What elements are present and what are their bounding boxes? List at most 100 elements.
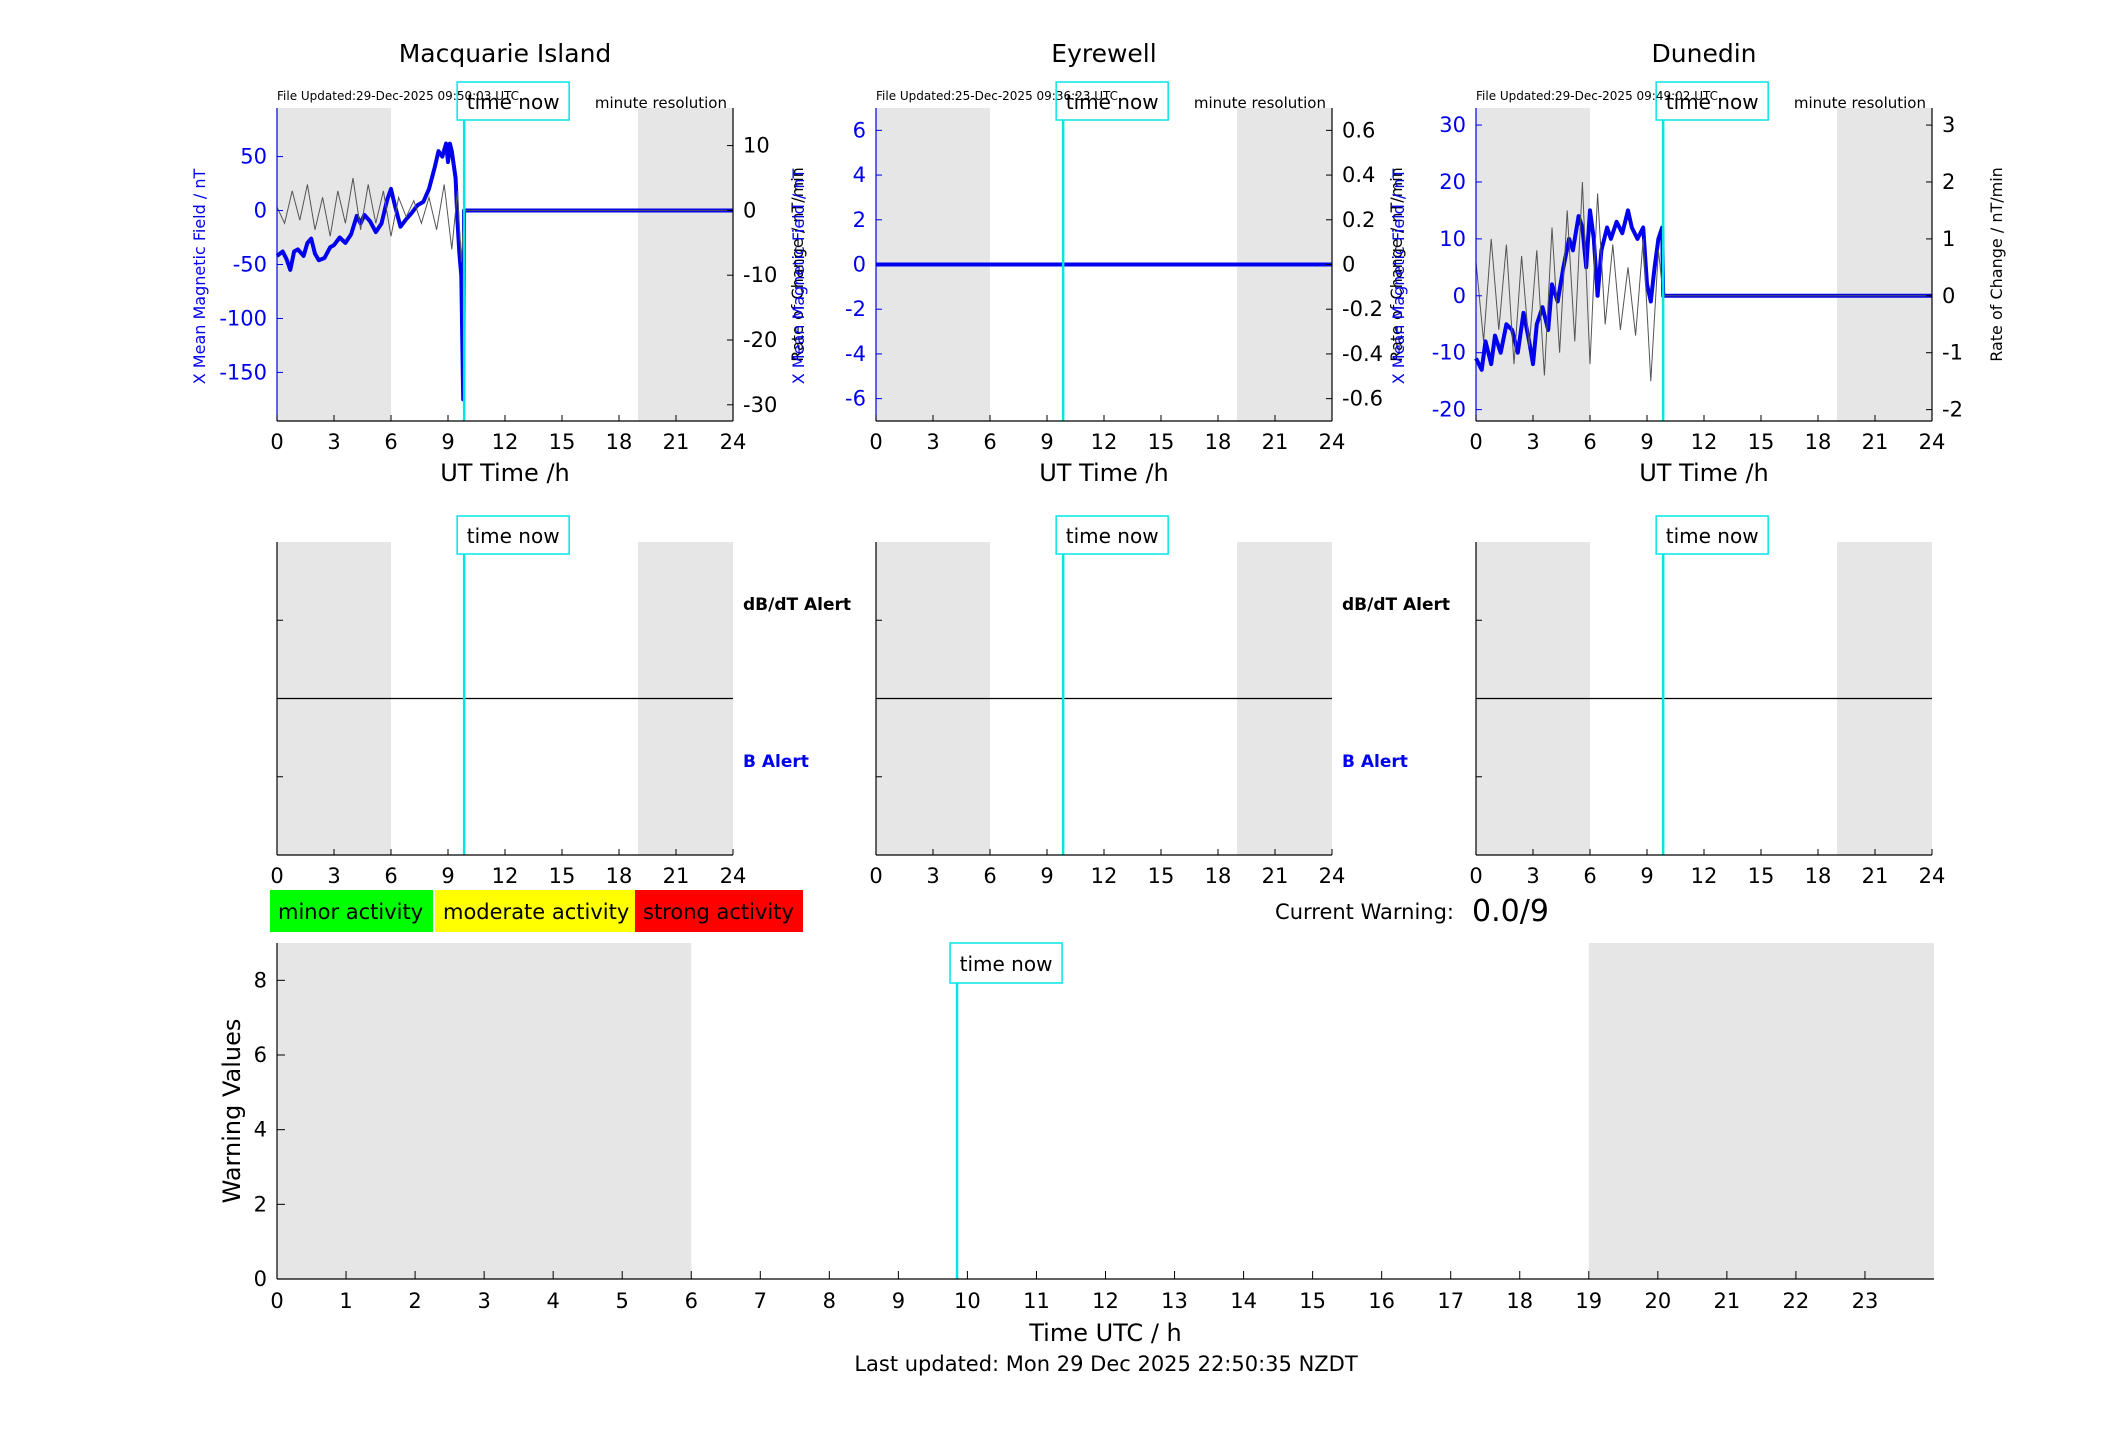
x-tick-label: 9 bbox=[892, 1289, 905, 1313]
x-tick-label: 15 bbox=[549, 864, 576, 888]
x-tick-label: 15 bbox=[1299, 1289, 1326, 1313]
x-tick-label: 9 bbox=[1640, 864, 1653, 888]
x-tick-label: 18 bbox=[1805, 430, 1832, 454]
x-tick-label: 21 bbox=[1262, 864, 1289, 888]
x-tick-label: 16 bbox=[1368, 1289, 1395, 1313]
y-tick-label-left: -100 bbox=[219, 306, 267, 330]
minor-activity-box bbox=[270, 890, 433, 932]
x-tick-label: 12 bbox=[1091, 430, 1118, 454]
time-now-label: time now bbox=[467, 90, 560, 114]
x-tick-label: 18 bbox=[1205, 864, 1232, 888]
panel-title: Dunedin bbox=[1652, 39, 1757, 68]
x-tick-label: 9 bbox=[441, 864, 454, 888]
y-axis-label-left: X Mean Magnetic Field / nT bbox=[1389, 169, 1408, 385]
eyrewell-alert-panel: time now 0 3 6 9 12 15 18 21 24 dB/dT Alert B Alert bbox=[869, 515, 1450, 888]
x-tick-label: 9 bbox=[1040, 864, 1053, 888]
x-tick-label: 9 bbox=[441, 430, 454, 454]
y-tick-label-right: -0.2 bbox=[1342, 297, 1383, 321]
rate-line bbox=[276, 177, 733, 263]
moderate-activity-label: moderate activity bbox=[443, 900, 629, 924]
x-tick-label: 24 bbox=[720, 430, 747, 454]
night-shade bbox=[277, 943, 692, 1279]
x-axis-label: UT Time /h bbox=[1639, 459, 1769, 487]
x-tick-label: 6 bbox=[685, 1289, 698, 1313]
x-tick-label: 15 bbox=[1748, 864, 1775, 888]
y-tick-label-right: 3 bbox=[1942, 113, 1955, 137]
field-line bbox=[275, 141, 733, 402]
y-tick-label-left: 30 bbox=[1439, 113, 1466, 137]
x-tick-label: 3 bbox=[926, 430, 939, 454]
x-tick-label: 24 bbox=[1319, 430, 1346, 454]
y-tick-label-right: -10 bbox=[743, 263, 777, 287]
y-tick-label-right: 1 bbox=[1942, 227, 1955, 251]
time-now-box bbox=[949, 942, 1063, 984]
y-tick-label-right: -20 bbox=[743, 328, 777, 352]
y-tick-label-left: -50 bbox=[233, 253, 267, 277]
x-tick-label: 9 bbox=[1040, 430, 1053, 454]
file-updated: File Updated:29-Dec-2025 09:50:03 UTC bbox=[277, 89, 519, 103]
y-tick-label-right: -1 bbox=[1942, 341, 1963, 365]
x-tick-label: 20 bbox=[1644, 1289, 1671, 1313]
time-now-label: time now bbox=[960, 952, 1053, 976]
time-now-box bbox=[1055, 81, 1169, 121]
y-axis-label-right: Rate of Change / nT/min bbox=[1987, 167, 2006, 362]
file-updated: File Updated:29-Dec-2025 09:49:02 UTC bbox=[1476, 89, 1718, 103]
minor-activity-label: minor activity bbox=[278, 900, 423, 924]
x-tick-label: 10 bbox=[954, 1289, 981, 1313]
strong-activity-label: strong activity bbox=[643, 900, 794, 924]
resolution-label: minute resolution bbox=[595, 94, 727, 112]
y-tick-label-right: 2 bbox=[1942, 170, 1955, 194]
x-tick-label: 3 bbox=[327, 864, 340, 888]
y-axis-label: Warning Values bbox=[218, 1019, 246, 1204]
time-now-box bbox=[456, 515, 570, 555]
x-tick-label: 5 bbox=[616, 1289, 629, 1313]
night-shade bbox=[1837, 108, 1932, 421]
y-tick-label-right: 0 bbox=[743, 198, 756, 222]
y-tick-label-right: 0 bbox=[1942, 284, 1955, 308]
x-tick-label: 24 bbox=[1319, 864, 1346, 888]
x-tick-label: 6 bbox=[384, 430, 397, 454]
x-tick-label: 4 bbox=[546, 1289, 559, 1313]
dbdt-alert-label: dB/dT Alert bbox=[1342, 595, 1450, 615]
x-tick-label: 12 bbox=[1091, 864, 1118, 888]
y-tick-label-left: 0 bbox=[1453, 284, 1466, 308]
time-now-box bbox=[1655, 515, 1769, 555]
x-tick-label: 15 bbox=[1748, 430, 1775, 454]
y-tick-label-right: 0.6 bbox=[1342, 118, 1375, 142]
x-tick-label: 12 bbox=[492, 430, 519, 454]
x-axis-label: UT Time /h bbox=[440, 459, 570, 487]
y-tick-label-left: -10 bbox=[1432, 341, 1466, 365]
x-tick-label: 21 bbox=[663, 430, 690, 454]
x-tick-label: 8 bbox=[823, 1289, 836, 1313]
y-tick-label-right: 0.4 bbox=[1342, 163, 1375, 187]
x-tick-label: 17 bbox=[1437, 1289, 1464, 1313]
time-now-label: time now bbox=[1666, 90, 1759, 114]
x-tick-label: 18 bbox=[1506, 1289, 1533, 1313]
y-tick-label-right: 0.2 bbox=[1342, 208, 1375, 232]
x-tick-label: 21 bbox=[1862, 864, 1889, 888]
y-tick-label: 6 bbox=[254, 1043, 267, 1067]
y-tick-label-left: 10 bbox=[1439, 227, 1466, 251]
x-tick-label: 15 bbox=[1148, 430, 1175, 454]
x-tick-label: 0 bbox=[270, 864, 283, 888]
time-now-box bbox=[456, 81, 570, 121]
night-shade bbox=[277, 108, 391, 421]
x-tick-label: 12 bbox=[492, 864, 519, 888]
rate-line bbox=[1475, 181, 1932, 382]
dunedin-alert-panel: time now 0 3 6 9 12 15 18 21 24 bbox=[1469, 515, 1946, 888]
y-tick-label-right: 10 bbox=[743, 134, 770, 158]
x-tick-label: 6 bbox=[983, 430, 996, 454]
x-tick-label: 0 bbox=[270, 1289, 283, 1313]
y-tick-label-left: 0 bbox=[853, 253, 866, 277]
x-tick-label: 6 bbox=[384, 864, 397, 888]
y-tick-label-left: 6 bbox=[853, 118, 866, 142]
file-updated: File Updated:25-Dec-2025 09:36:23 UTC bbox=[876, 89, 1118, 103]
x-tick-label: 24 bbox=[1919, 864, 1946, 888]
x-tick-label: 12 bbox=[1691, 864, 1718, 888]
x-tick-label: 3 bbox=[1526, 864, 1539, 888]
x-tick-label: 6 bbox=[1583, 430, 1596, 454]
